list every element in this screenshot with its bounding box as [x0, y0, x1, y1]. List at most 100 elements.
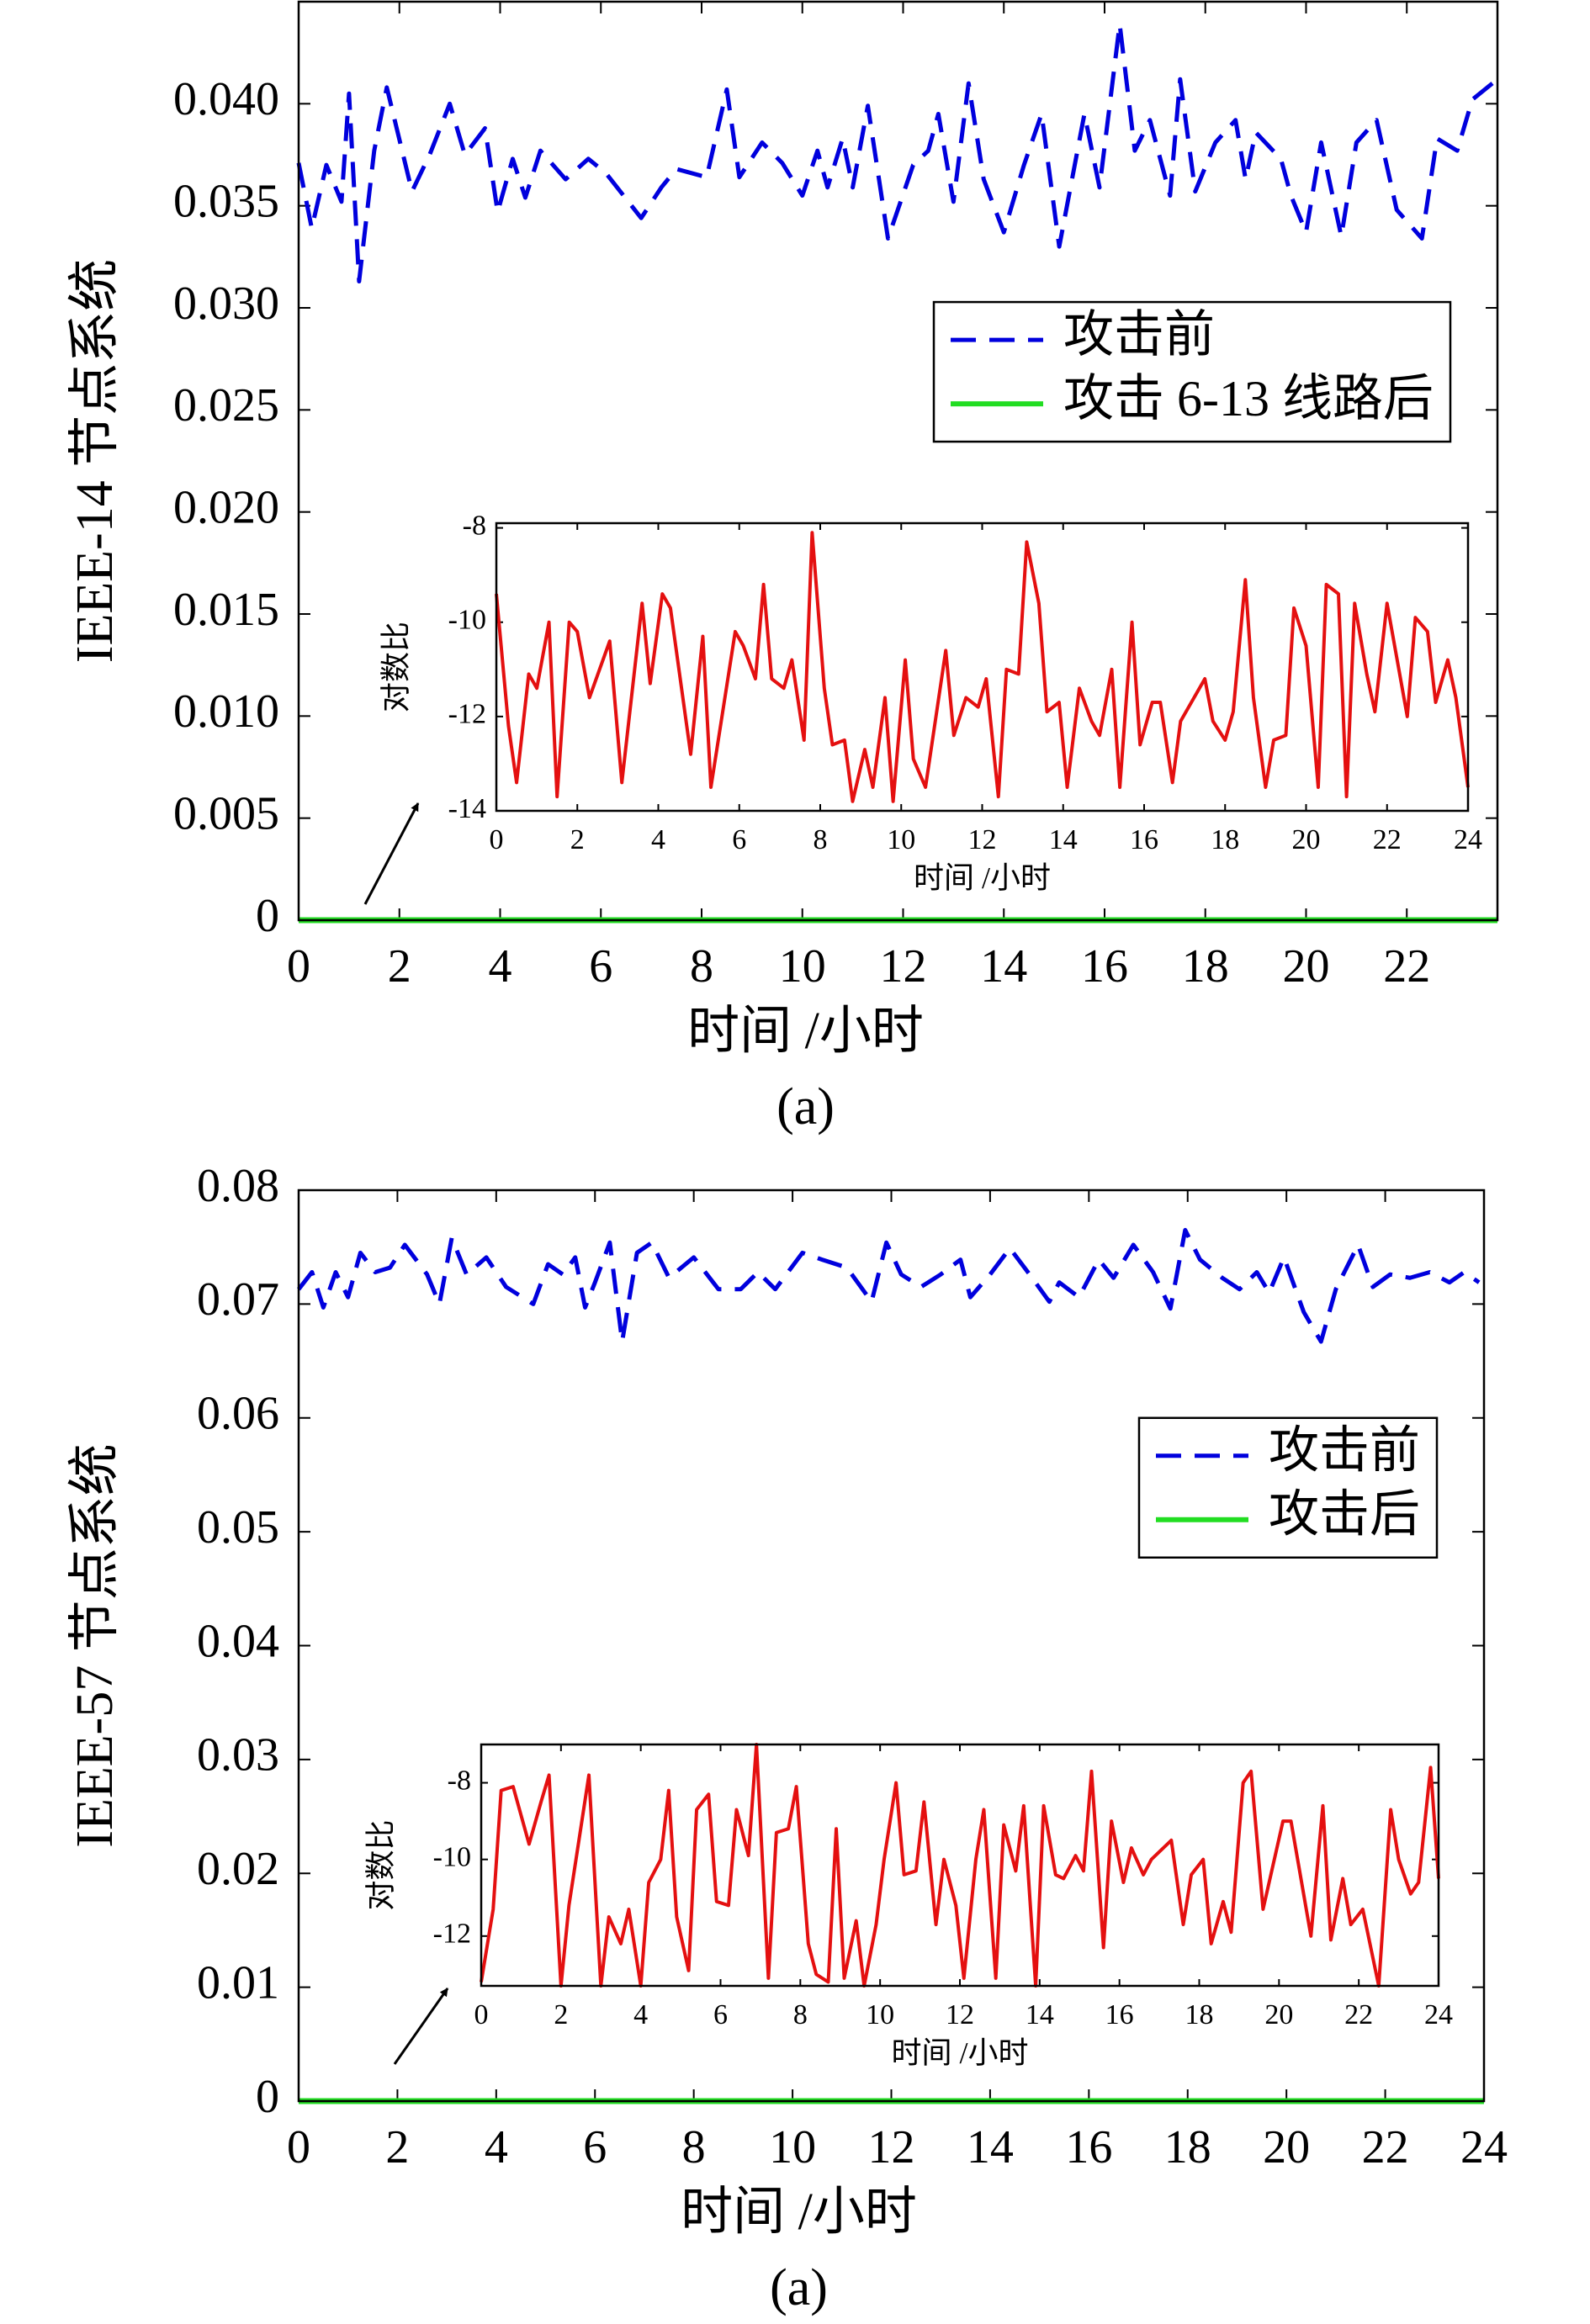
y-tick-label: -10 — [448, 605, 486, 636]
y-tick-label: 0.01 — [197, 1956, 279, 2009]
legend-label: 攻击 6-13 线路后 — [1063, 371, 1434, 426]
legend-box — [932, 300, 1452, 443]
x-tick-label: 12 — [946, 1999, 974, 2030]
x-tick-label: 16 — [1081, 940, 1128, 993]
caption: (a) — [776, 1078, 835, 1136]
x-tick-label: 24 — [1460, 2121, 1508, 2173]
y-tick-label: 0.005 — [173, 788, 279, 840]
y-tick-label: 0.05 — [197, 1501, 279, 1554]
x-tick-label: 4 — [488, 940, 511, 993]
x-tick-label: 6 — [589, 940, 612, 993]
x-tick-label: 20 — [1264, 1999, 1293, 2030]
inset-arrow — [363, 802, 420, 905]
x-tick-label: 2 — [388, 940, 411, 993]
y-tick-label: 0.035 — [173, 176, 279, 228]
y-axis-label: IEEE-57 节点系统 — [66, 1443, 124, 1847]
x-tick-label: 20 — [1263, 2121, 1310, 2173]
caption: (a) — [770, 2259, 828, 2316]
y-axis-label: 对数比 — [363, 1819, 397, 1910]
x-tick-label: 20 — [1282, 940, 1329, 993]
plot-frame — [297, 0, 1499, 922]
data-line — [296, 22, 1494, 283]
data-line — [480, 1743, 1440, 1988]
y-tick-label: -12 — [448, 699, 486, 730]
inset-arrow — [393, 1988, 449, 2065]
x-tick-label: 14 — [1026, 1999, 1054, 2030]
y-tick-label: 0.03 — [197, 1729, 279, 1781]
y-tick-label: 0 — [256, 890, 279, 942]
y-axis-label: 对数比 — [379, 622, 412, 712]
x-tick-label: 18 — [1185, 1999, 1214, 2030]
y-tick-label: 0.08 — [197, 1160, 279, 1212]
legend-label: 攻击前 — [1269, 1423, 1420, 1479]
x-tick-label: 18 — [1164, 2121, 1211, 2173]
legend-label: 攻击后 — [1269, 1487, 1420, 1543]
legend-label: 攻击前 — [1063, 307, 1215, 363]
x-axis-label: 时间 /小时 — [891, 2035, 1028, 2069]
data-line — [495, 531, 1470, 803]
x-tick-label: 0 — [287, 2121, 310, 2173]
x-tick-label: 2 — [570, 824, 585, 855]
x-tick-label: 0 — [490, 824, 504, 855]
x-tick-label: 12 — [868, 2121, 915, 2173]
x-tick-label: 8 — [814, 824, 828, 855]
x-tick-label: 10 — [866, 1999, 894, 2030]
x-tick-label: 14 — [980, 940, 1027, 993]
x-tick-label: 6 — [732, 824, 746, 855]
x-axis-label: 时间 /小时 — [687, 1003, 924, 1060]
y-tick-label: 0.030 — [173, 278, 279, 330]
x-tick-label: 16 — [1065, 2121, 1112, 2173]
y-tick-label: -14 — [448, 793, 486, 824]
x-tick-label: 12 — [879, 940, 926, 993]
y-tick-label: 0.015 — [173, 584, 279, 636]
x-tick-label: 16 — [1105, 1999, 1134, 2030]
x-tick-label: 8 — [682, 2121, 706, 2173]
y-tick-label: -8 — [448, 1765, 471, 1796]
y-tick-label: 0.040 — [173, 73, 279, 125]
x-tick-label: 22 — [1362, 2121, 1409, 2173]
data-line — [297, 1227, 1481, 1344]
x-tick-label: 4 — [651, 824, 665, 855]
x-tick-label: 18 — [1182, 940, 1229, 993]
y-tick-label: 0.025 — [173, 379, 279, 431]
x-tick-label: 0 — [474, 1999, 489, 2030]
y-tick-label: 0.07 — [197, 1273, 279, 1326]
x-tick-label: 14 — [1049, 824, 1078, 855]
plot-frame — [495, 521, 1470, 813]
x-axis-label: 时间 /小时 — [914, 860, 1051, 894]
x-tick-label: 10 — [887, 824, 915, 855]
x-tick-label: 14 — [967, 2121, 1014, 2173]
y-tick-label: 0.04 — [197, 1615, 279, 1667]
y-tick-label: 0.020 — [173, 482, 279, 534]
y-tick-label: 0.02 — [197, 1843, 279, 1895]
x-tick-label: 24 — [1424, 1999, 1453, 2030]
y-tick-label: 0 — [256, 2071, 279, 2123]
x-tick-label: 18 — [1211, 824, 1239, 855]
y-axis-label: IEEE-14 节点系统 — [66, 259, 124, 663]
y-tick-label: -8 — [463, 510, 486, 541]
y-tick-label: 0.010 — [173, 686, 279, 738]
x-tick-label: 12 — [968, 824, 997, 855]
x-tick-label: 4 — [485, 2121, 508, 2173]
plot-frame — [297, 1188, 1486, 2103]
x-tick-label: 10 — [779, 940, 826, 993]
x-axis-label: 时间 /小时 — [681, 2184, 917, 2241]
x-tick-label: 22 — [1383, 940, 1430, 993]
x-tick-label: 8 — [793, 1999, 808, 2030]
x-tick-label: 8 — [690, 940, 713, 993]
x-tick-label: 24 — [1454, 824, 1482, 855]
x-tick-label: 20 — [1292, 824, 1321, 855]
x-tick-label: 2 — [554, 1999, 568, 2030]
x-tick-label: 2 — [385, 2121, 409, 2173]
x-tick-label: 4 — [633, 1999, 648, 2030]
x-tick-label: 0 — [287, 940, 310, 993]
legend-box — [1137, 1416, 1439, 1559]
y-tick-label: -12 — [433, 1919, 471, 1950]
y-tick-label: 0.06 — [197, 1388, 279, 1440]
plot-frame — [480, 1743, 1440, 1988]
x-tick-label: 6 — [713, 1999, 728, 2030]
y-tick-label: -10 — [433, 1841, 471, 1872]
